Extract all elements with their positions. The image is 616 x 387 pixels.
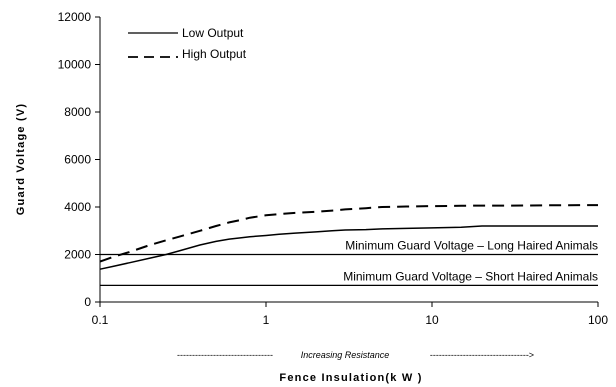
y-tick-label: 10000 [58,58,92,72]
legend: Low Output High Output [128,26,247,61]
y-tick-label: 6000 [64,153,91,167]
note-text: Increasing Resistance [301,350,390,360]
y-tick-label: 8000 [64,105,91,119]
data-series [99,204,599,270]
reference-line-label: Minimum Guard Voltage – Long Haired Anim… [345,239,598,253]
note-left-dashes: -------------------------------- [177,350,273,360]
reference-lines: Minimum Guard Voltage – Long Haired Anim… [100,239,598,287]
legend-label-high-output: High Output [182,47,247,61]
x-axis-title: Fence Insulation(k W ) [279,372,422,384]
y-axis-title: Guard Voltage (V) [15,103,27,215]
y-tick-label: 12000 [58,10,92,24]
increasing-resistance-note: -------------------------------- Increas… [177,350,534,360]
x-tick-label: 10 [425,313,439,327]
y-tick-label: 4000 [64,200,91,214]
y-tick-label: 2000 [64,248,91,262]
y-tick-label: 0 [84,295,91,309]
series-line-low-output [99,225,598,270]
note-right-dashes: ---------------------------------> [430,350,534,360]
reference-line-label: Minimum Guard Voltage – Short Haired Ani… [343,269,598,283]
x-tick-label: 100 [588,313,608,327]
x-tick-label: 0.1 [92,313,109,327]
x-tick-label: 1 [263,313,270,327]
y-ticks: 0 2000 4000 6000 8000 10000 12000 [58,10,100,309]
x-ticks: 0.1 1 10 100 [92,302,608,327]
series-line-high-output [99,204,599,263]
legend-label-low-output: Low Output [182,26,244,40]
